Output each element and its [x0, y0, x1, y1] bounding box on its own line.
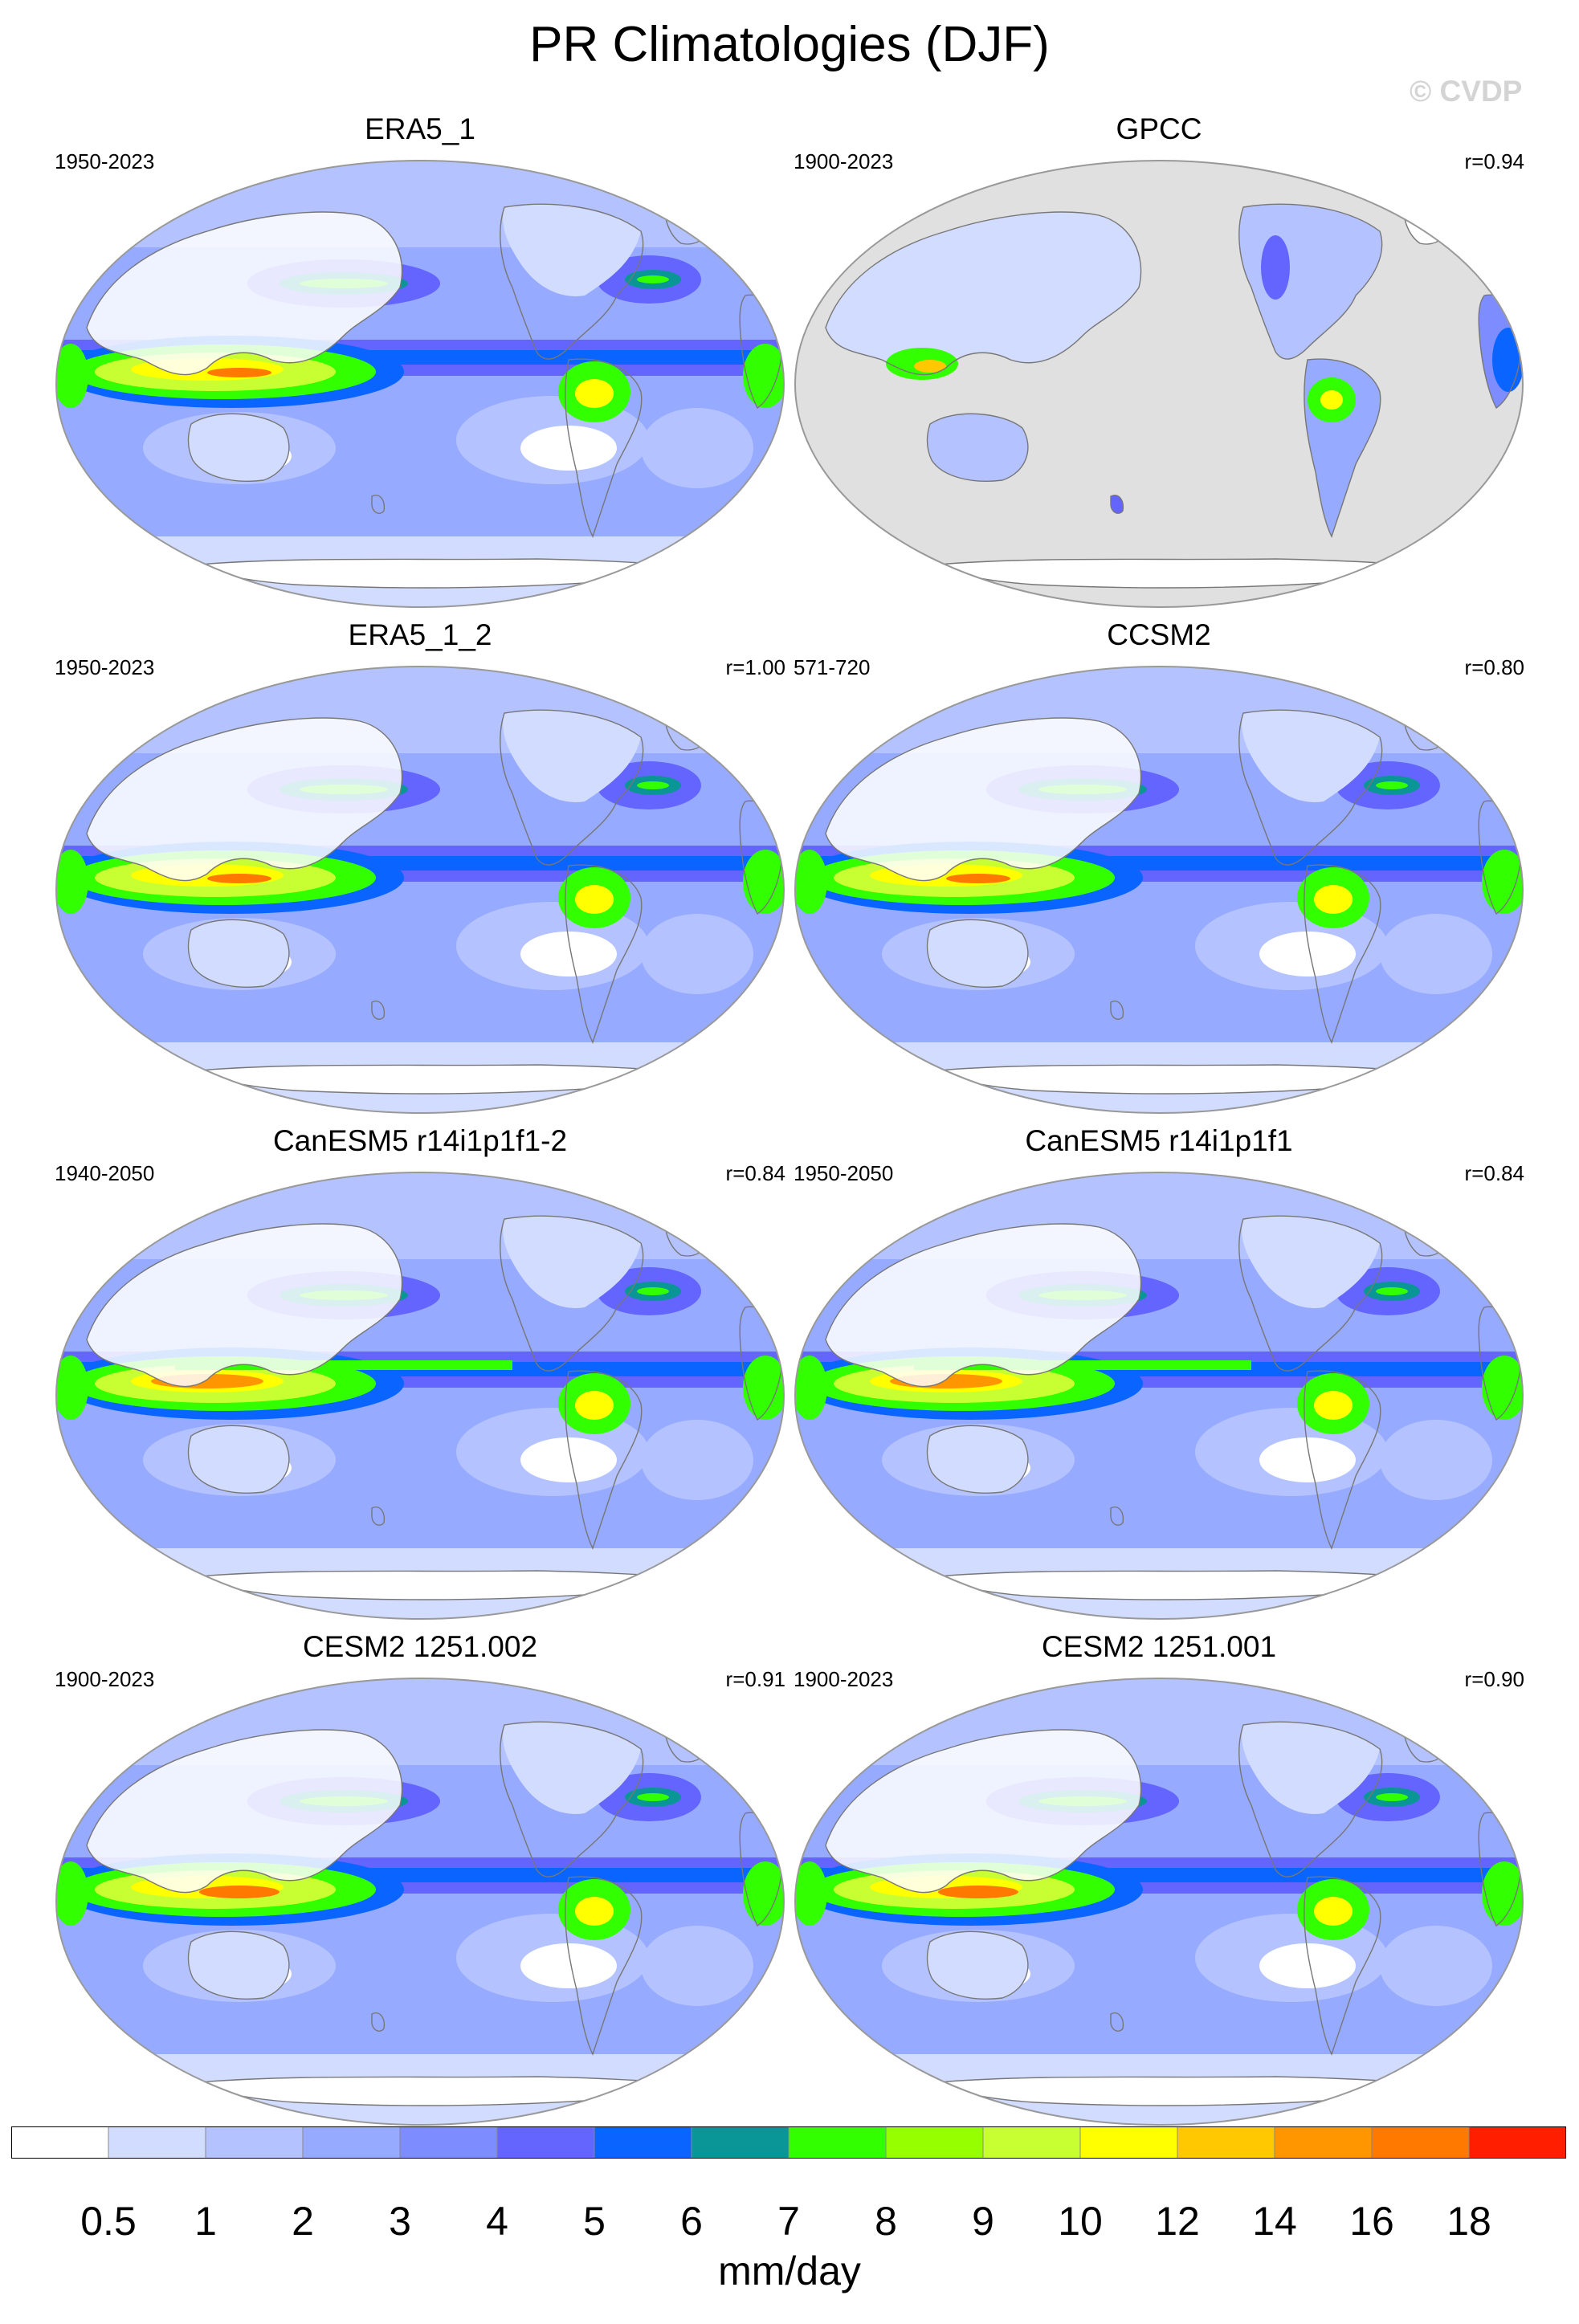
- figure-title: PR Climatologies (DJF): [529, 17, 1050, 72]
- colorbar-tick-label: 9: [972, 2199, 994, 2244]
- colorbar-tick-label: 18: [1446, 2199, 1491, 2244]
- colorbar-swatch: [982, 2126, 1081, 2159]
- colorbar-tick-label: 6: [680, 2199, 703, 2244]
- panel-title: ERA5_1: [365, 112, 475, 145]
- colorbar-tick-label: 8: [875, 2199, 897, 2244]
- colorbar-tick-label: 7: [777, 2199, 800, 2244]
- panel-years: 1950-2023: [55, 149, 155, 173]
- panel-correlation: r=0.90: [1464, 1667, 1524, 1691]
- panel-years: 1900-2023: [794, 1667, 894, 1691]
- map-plot: [794, 666, 1524, 1114]
- map-plot: [55, 1678, 785, 2126]
- precip-field: [56, 1172, 784, 1619]
- colorbar-swatch: [1468, 2126, 1566, 2159]
- panel-correlation: r=0.84: [1464, 1161, 1524, 1185]
- colorbar-tick-label: 14: [1252, 2199, 1297, 2244]
- panel-years: 571-720: [794, 655, 871, 679]
- panel-title: ERA5_1_2: [348, 618, 492, 651]
- precip-field: [795, 1172, 1523, 1619]
- colorbar-tick-label: 16: [1349, 2199, 1394, 2244]
- map-plot: [55, 666, 785, 1114]
- map-panel: GPCC 1900-2023 r=0.94: [794, 112, 1524, 608]
- panel-correlation: r=0.91: [725, 1667, 785, 1691]
- colorbar-tick-label: 10: [1058, 2199, 1103, 2244]
- panel-title: GPCC: [1116, 112, 1202, 145]
- map-panel: ERA5_1_2 1950-2023 r=1.00: [55, 618, 785, 1114]
- map-panel: ERA5_1 1950-2023: [55, 112, 785, 608]
- precip-field: [795, 667, 1523, 1113]
- panel-title: CCSM2: [1107, 618, 1211, 651]
- colorbar-swatch: [691, 2126, 790, 2159]
- panel-years: 1950-2050: [794, 1161, 894, 1185]
- panel-years: 1900-2023: [794, 149, 894, 173]
- map-panel: CESM2 1251.002 1900-2023 r=0.91: [55, 1630, 785, 2126]
- precip-field: [56, 667, 784, 1113]
- colorbar-swatch: [1079, 2126, 1178, 2159]
- colorbar-swatch: [594, 2126, 692, 2159]
- colorbar-swatch: [788, 2126, 887, 2159]
- colorbar-tick-label: 2: [292, 2199, 314, 2244]
- panel-correlation: r=0.84: [725, 1161, 785, 1185]
- panel-title: CanESM5 r14i1p1f1: [1025, 1124, 1293, 1157]
- panel-years: 1940-2050: [55, 1161, 155, 1185]
- map-panel: CESM2 1251.001 1900-2023 r=0.90: [794, 1630, 1524, 2126]
- precip-field: [795, 161, 1523, 607]
- panel-title: CESM2 1251.002: [302, 1630, 538, 1663]
- map-panel: CanESM5 r14i1p1f1-2 1940-2050 r=0.84: [55, 1124, 785, 1620]
- panel-title: CESM2 1251.001: [1041, 1630, 1277, 1663]
- panel-correlation: r=0.94: [1464, 149, 1524, 173]
- panel-correlation: r=0.80: [1464, 655, 1524, 679]
- colorbar-swatch: [1371, 2126, 1470, 2159]
- colorbar-swatch: [885, 2126, 984, 2159]
- colorbar-swatch: [1274, 2126, 1373, 2159]
- colorbar-swatch: [11, 2126, 109, 2159]
- colorbar-swatch: [1177, 2126, 1275, 2159]
- map-plot: [794, 1172, 1524, 1620]
- panel-title: CanESM5 r14i1p1f1-2: [272, 1124, 568, 1157]
- colorbar-tick-label: 12: [1155, 2199, 1200, 2244]
- map-plot: [55, 1172, 785, 1620]
- panel-years: 1900-2023: [55, 1667, 155, 1691]
- colorbar: 0.5 1 2 3 4 5 6 7 8 9 10 12 14 16 18: [11, 2126, 1566, 2244]
- map-plot: [55, 160, 785, 608]
- colorbar-units: mm/day: [718, 2249, 861, 2293]
- panel-correlation: r=1.00: [725, 655, 785, 679]
- map-panel: CCSM2 571-720 r=0.80: [794, 618, 1524, 1114]
- colorbar-tick-label: 3: [389, 2199, 411, 2244]
- precip-field: [56, 161, 784, 607]
- colorbar-swatch: [496, 2126, 595, 2159]
- cvdp-watermark: © CVDP: [1410, 75, 1523, 108]
- map-plot: [794, 160, 1524, 608]
- precip-field: [795, 1678, 1523, 2125]
- colorbar-swatch: [108, 2126, 206, 2159]
- precip-field: [56, 1678, 784, 2125]
- map-plot: [794, 1678, 1524, 2126]
- colorbar-tick-label: 5: [583, 2199, 606, 2244]
- map-panel: CanESM5 r14i1p1f1 1950-2050 r=0.84: [794, 1124, 1524, 1620]
- colorbar-swatches: [11, 2126, 1566, 2159]
- colorbar-tick-label: 1: [194, 2199, 217, 2244]
- colorbar-tick-label: 0.5: [80, 2199, 137, 2244]
- colorbar-swatch: [205, 2126, 304, 2159]
- panel-years: 1950-2023: [55, 655, 155, 679]
- colorbar-swatch: [302, 2126, 401, 2159]
- colorbar-tick-label: 4: [486, 2199, 508, 2244]
- colorbar-swatch: [399, 2126, 498, 2159]
